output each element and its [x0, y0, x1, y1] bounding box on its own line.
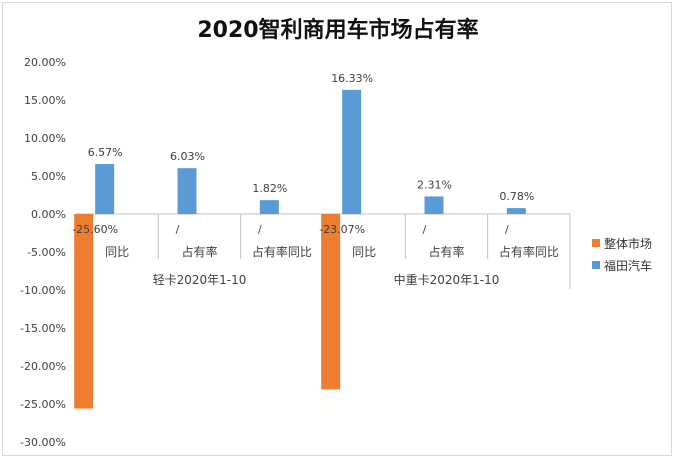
legend-item-market: 整体市场: [592, 232, 652, 254]
data-label-market: /: [176, 223, 180, 236]
data-label-market: /: [258, 223, 262, 236]
data-label-market: -25.60%: [72, 223, 118, 236]
bar-foton: [259, 200, 279, 214]
legend: 整体市场 福田汽车: [592, 232, 652, 276]
y-tick-label: -25.00%: [20, 398, 66, 411]
data-label-foton: 6.03%: [170, 150, 205, 163]
chart-title: 2020智利商用车市场占有率: [197, 18, 479, 43]
bar-market: [321, 214, 341, 390]
group-label: 轻卡2020年1-10: [153, 273, 247, 287]
category-label: 占有率: [181, 244, 217, 259]
y-tick-label: 15.00%: [24, 94, 66, 107]
bar-foton: [506, 208, 526, 214]
y-tick-label: -20.00%: [20, 360, 66, 373]
y-tick-label: 10.00%: [24, 132, 66, 145]
bar-foton: [95, 164, 115, 214]
category-label: 同比: [105, 245, 129, 259]
legend-swatch-foton: [592, 261, 600, 269]
data-label-foton: 1.82%: [252, 182, 287, 195]
group-label: 中重卡2020年1-10: [394, 272, 500, 287]
legend-label-market: 整体市场: [604, 236, 653, 251]
data-label-foton: 0.78%: [499, 190, 534, 203]
legend-item-foton: 福田汽车: [592, 254, 652, 276]
data-label-foton: 2.31%: [417, 178, 452, 191]
data-label-foton: 6.57%: [88, 146, 123, 159]
data-label-market: /: [423, 223, 427, 236]
bar-foton: [342, 89, 362, 214]
data-label-foton: 16.33%: [331, 72, 373, 85]
y-tick-label: -5.00%: [27, 246, 66, 259]
legend-label-foton: 福田汽车: [604, 258, 653, 273]
y-tick-label: 5.00%: [31, 170, 66, 183]
chart-frame: [2, 2, 672, 456]
y-tick-label: -15.00%: [20, 322, 66, 335]
y-tick-label: -10.00%: [20, 284, 66, 297]
category-label: 占有率同比: [499, 244, 559, 259]
category-label: 占有率: [428, 244, 464, 259]
data-label-market: /: [505, 223, 509, 236]
y-tick-label: 20.00%: [24, 56, 66, 69]
category-label: 同比: [352, 245, 376, 259]
y-tick-label: -30.00%: [20, 436, 66, 449]
bar-market: [74, 214, 94, 409]
category-label: 占有率同比: [252, 244, 312, 259]
y-tick-label: 0.00%: [31, 208, 66, 221]
data-label-market: -23.07%: [319, 223, 365, 236]
bar-foton: [177, 168, 197, 214]
legend-swatch-market: [592, 239, 600, 247]
bar-foton: [424, 196, 444, 214]
